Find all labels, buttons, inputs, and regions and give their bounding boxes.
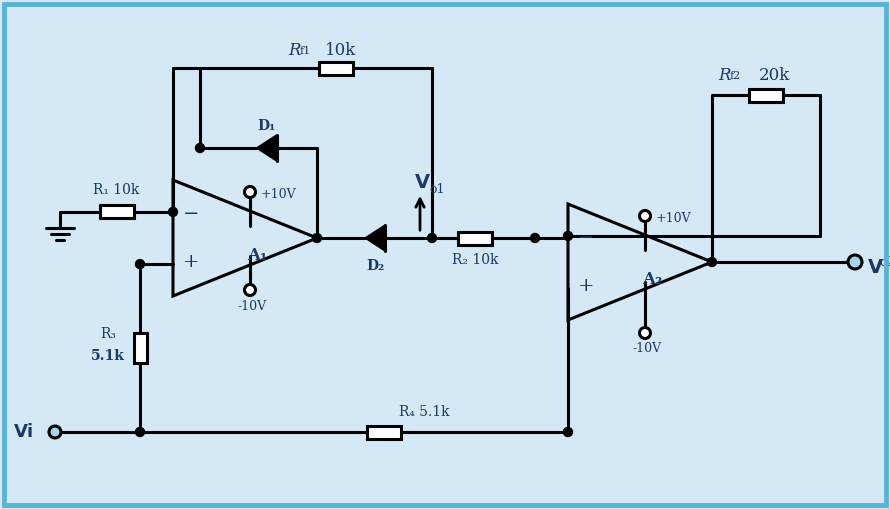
Text: R₄ 5.1k: R₄ 5.1k <box>399 405 449 419</box>
Circle shape <box>640 327 651 338</box>
Bar <box>100 206 134 218</box>
Circle shape <box>312 234 321 242</box>
Text: R₃: R₃ <box>100 327 116 341</box>
Text: $\mathbf{Vi}$: $\mathbf{Vi}$ <box>12 423 33 441</box>
Circle shape <box>135 260 144 269</box>
Circle shape <box>848 255 862 269</box>
Text: f2: f2 <box>730 71 741 81</box>
Bar <box>749 89 783 101</box>
Circle shape <box>708 258 716 267</box>
Text: A₁: A₁ <box>247 247 267 265</box>
Circle shape <box>245 186 255 197</box>
Circle shape <box>530 234 539 242</box>
Text: 10k: 10k <box>326 42 357 59</box>
Circle shape <box>563 232 572 240</box>
Circle shape <box>245 285 255 296</box>
Text: +10V: +10V <box>655 212 691 224</box>
Text: f1: f1 <box>300 46 311 56</box>
Circle shape <box>563 428 572 437</box>
Text: +: + <box>182 253 199 271</box>
Bar <box>319 62 353 74</box>
Circle shape <box>49 426 61 438</box>
Text: R: R <box>287 42 300 59</box>
Polygon shape <box>365 225 385 251</box>
Text: +10V: +10V <box>260 187 295 201</box>
Text: D₂: D₂ <box>366 259 384 273</box>
Text: A₂: A₂ <box>642 271 662 289</box>
Text: −: − <box>182 205 199 223</box>
Text: $\mathbf{V}$: $\mathbf{V}$ <box>414 174 431 192</box>
Text: R₂ 10k: R₂ 10k <box>452 253 498 267</box>
Polygon shape <box>256 135 277 161</box>
Text: $\mathbf{V}$: $\mathbf{V}$ <box>867 259 884 277</box>
Circle shape <box>427 234 436 242</box>
Text: R: R <box>717 67 731 83</box>
Circle shape <box>168 207 177 216</box>
Text: 20k: 20k <box>758 67 789 83</box>
Text: o1: o1 <box>429 183 444 195</box>
Text: -10V: -10V <box>238 299 267 313</box>
Text: −: − <box>578 229 595 247</box>
Text: 5.1k: 5.1k <box>91 349 125 363</box>
Bar <box>134 333 147 363</box>
Text: -10V: -10V <box>633 343 661 355</box>
Circle shape <box>196 144 205 153</box>
Circle shape <box>640 211 651 221</box>
Text: R₁ 10k: R₁ 10k <box>93 183 140 197</box>
Text: D₁: D₁ <box>257 119 276 133</box>
Text: +: + <box>578 277 595 295</box>
Text: o2: o2 <box>879 257 890 269</box>
Bar <box>367 426 401 438</box>
Bar <box>458 232 492 244</box>
Circle shape <box>135 428 144 437</box>
